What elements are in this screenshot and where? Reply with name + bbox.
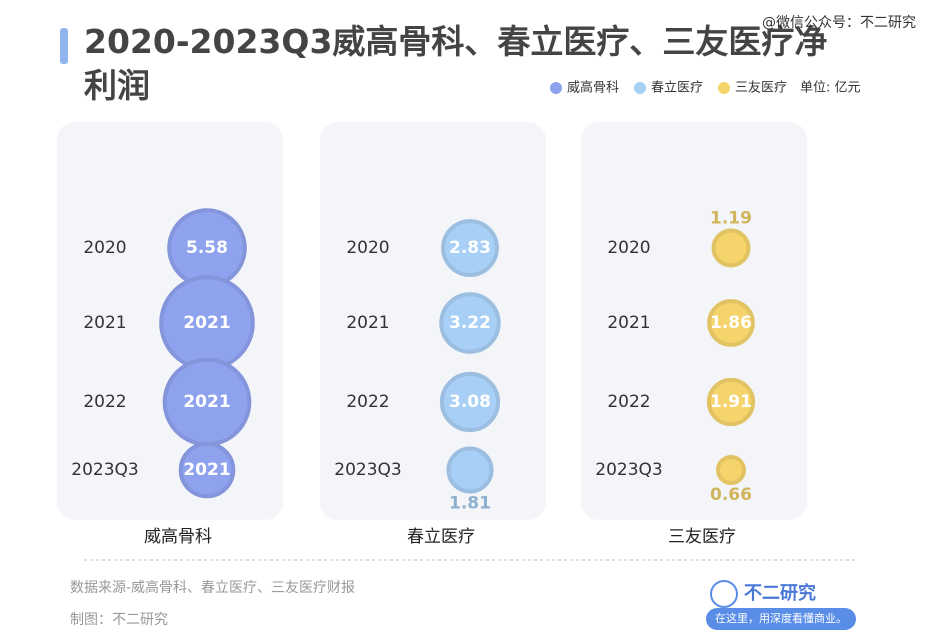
bubble xyxy=(716,455,746,485)
category-label: 2021 xyxy=(607,313,650,333)
category-label: 2020 xyxy=(346,238,389,258)
category-label: 2023Q3 xyxy=(595,460,662,480)
bubble xyxy=(446,446,494,494)
bubble xyxy=(439,292,501,354)
panel xyxy=(581,122,807,520)
bubble xyxy=(711,228,751,268)
legend-label: 威高骨科 xyxy=(567,80,619,96)
logo-icon xyxy=(710,580,738,608)
bubble xyxy=(707,299,755,347)
source: 数据来源-威高骨科、春立医疗、三友医疗财报 xyxy=(70,579,355,596)
category-label: 2021 xyxy=(83,313,126,333)
value-label: 3.08 xyxy=(449,392,491,412)
title-accent xyxy=(60,28,68,64)
value-label: 3.22 xyxy=(449,313,491,333)
value-label: 0.66 xyxy=(710,485,752,505)
category-label: 2023Q3 xyxy=(71,460,138,480)
legend-label: 春立医疗 xyxy=(651,81,703,96)
category-label: 2023Q3 xyxy=(334,460,401,480)
value-label: 2021 xyxy=(183,313,230,333)
value-label: 2021 xyxy=(183,392,230,412)
legend-swatch xyxy=(550,82,562,94)
unit: 单位: 亿元 xyxy=(800,81,861,96)
watermark: @微信公众号：不二研究 xyxy=(762,15,916,31)
bubble xyxy=(706,377,756,427)
logo-name: 不二研究 xyxy=(744,582,816,604)
bubble xyxy=(439,371,501,433)
legend-swatch xyxy=(634,82,646,94)
value-label: 1.91 xyxy=(710,392,752,412)
bubble xyxy=(441,219,499,277)
value-label: 2.83 xyxy=(449,238,491,258)
value-label: 1.81 xyxy=(449,494,491,514)
category-label: 2021 xyxy=(346,313,389,333)
value-label: 2021 xyxy=(183,460,230,480)
category-label: 2022 xyxy=(346,392,389,412)
legend-label: 三友医疗 xyxy=(735,80,787,96)
category-label: 2020 xyxy=(83,238,126,258)
chart-title: 2020-2023Q3威高骨科、春立医疗、三友医疗净利润 xyxy=(84,22,828,105)
series-label: 威高骨科 xyxy=(144,527,212,547)
maker: 制图：不二研究 xyxy=(70,612,168,628)
category-label: 2022 xyxy=(607,392,650,412)
logo-badge xyxy=(706,608,856,630)
category-label: 2022 xyxy=(83,392,126,412)
value-label: 5.58 xyxy=(186,238,228,258)
series-label: 春立医疗 xyxy=(407,527,475,547)
value-label: 1.86 xyxy=(710,313,752,333)
series-label: 三友医疗 xyxy=(668,527,736,547)
category-label: 2020 xyxy=(607,238,650,258)
legend-swatch xyxy=(718,82,730,94)
bubble xyxy=(178,441,236,499)
logo-slogan: 在这里，用深度看懂商业。 xyxy=(715,611,847,625)
value-label: 1.19 xyxy=(710,209,752,229)
